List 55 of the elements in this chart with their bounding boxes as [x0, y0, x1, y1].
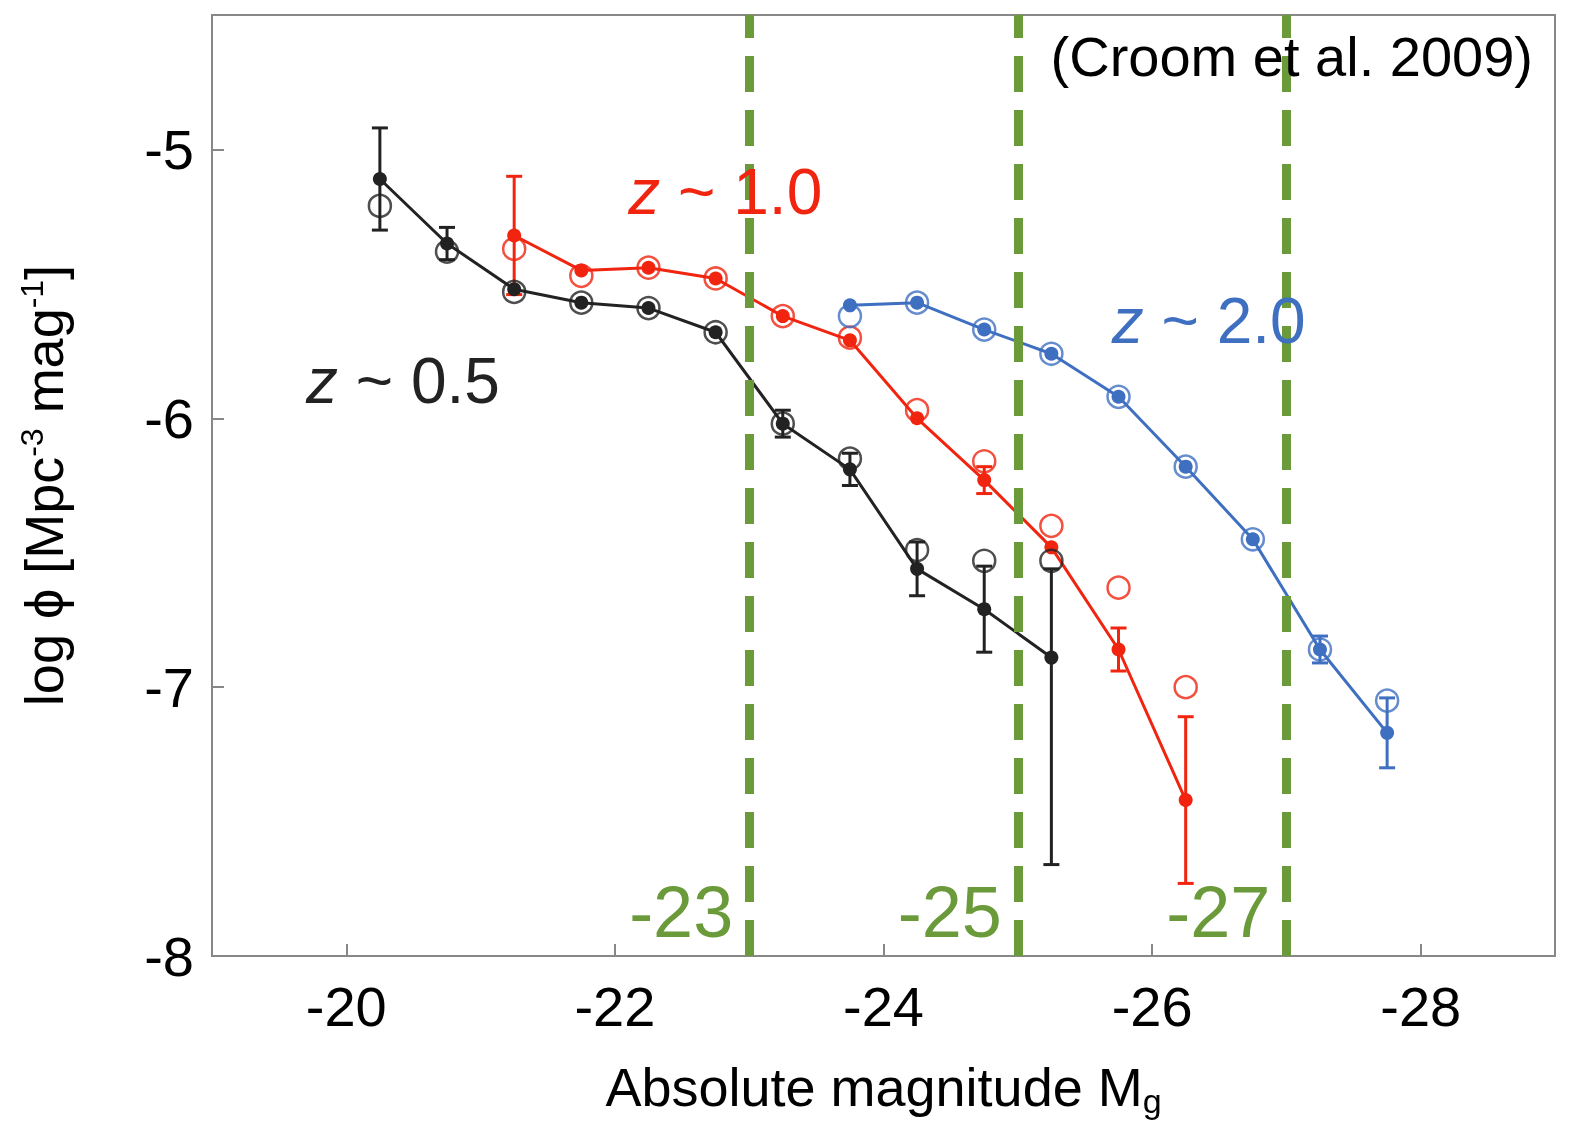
series-label: z ~ 0.5 [305, 344, 500, 417]
point [1111, 642, 1126, 657]
point [703, 320, 728, 345]
point [977, 602, 992, 617]
point [1307, 637, 1333, 662]
point [904, 537, 930, 563]
point [1380, 725, 1395, 740]
series-label: z ~ 1.0 [627, 156, 823, 229]
annotation: (Croom et al. 2009) [1050, 24, 1534, 88]
point [1374, 688, 1400, 713]
point [972, 548, 997, 574]
x-tick-label: -20 [305, 974, 387, 1038]
y-tick-label: -5 [144, 117, 194, 181]
point [501, 279, 527, 305]
y-axis-title: log ϕ [Mpc-3 mag-1] [14, 264, 74, 707]
point [972, 449, 997, 474]
point [1039, 513, 1064, 539]
point [1173, 454, 1198, 479]
point [1173, 674, 1198, 700]
point [434, 239, 460, 264]
ref-line-label: -27 [1166, 872, 1271, 952]
y-tick-label: -6 [144, 386, 194, 450]
x-tick-label: -26 [1111, 974, 1193, 1038]
x-tick-label: -24 [843, 974, 924, 1038]
x-tick-label: -22 [574, 974, 656, 1038]
point [1240, 527, 1266, 552]
series-label: z ~ 2.0 [1110, 285, 1306, 358]
point [770, 303, 796, 329]
point [636, 295, 661, 321]
x-tick-label: -28 [1380, 974, 1462, 1038]
point [1106, 384, 1131, 410]
point [501, 236, 527, 262]
point [837, 446, 863, 471]
ref-line-label: -25 [897, 872, 1002, 952]
point [569, 263, 594, 289]
point [703, 266, 728, 291]
ref-line-label: -23 [629, 872, 734, 952]
point [372, 172, 387, 186]
point [770, 411, 796, 436]
point [367, 193, 393, 219]
point [1039, 548, 1064, 574]
point [1044, 650, 1059, 665]
point [910, 561, 925, 576]
point [904, 290, 930, 315]
y-tick-label: -8 [144, 924, 194, 988]
point [972, 317, 997, 342]
point [1106, 575, 1131, 600]
point [837, 303, 863, 329]
point [636, 255, 661, 280]
y-tick-label: -7 [144, 655, 194, 719]
point [569, 290, 594, 315]
point [904, 397, 930, 423]
point [1039, 341, 1064, 366]
point [1178, 793, 1193, 808]
point [977, 473, 992, 488]
